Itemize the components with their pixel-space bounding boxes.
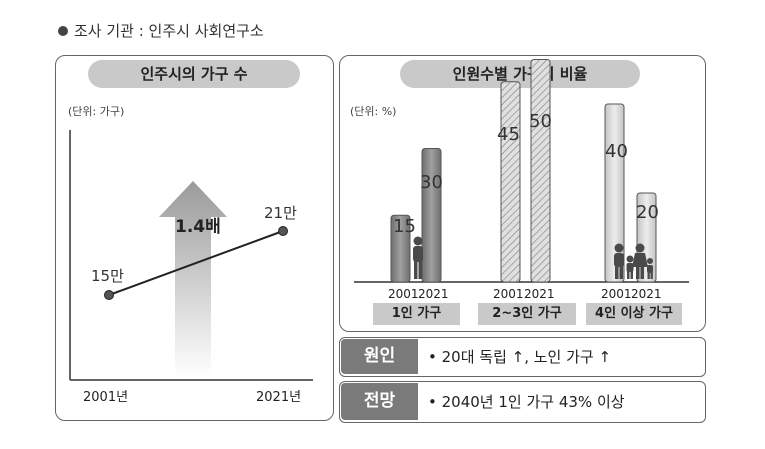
year-label-1p-2021: 2021 [418,287,449,301]
bar-2~3인 가구-2021 [530,59,551,283]
household-count-unit: (단위: 가구) [68,105,125,118]
household-ratio-title: 인원수별 가구의 비율 [400,60,640,88]
cause-text: • 20대 독립 ↑, 노인 가구 ↑ [428,348,612,366]
year-label-23p-2021: 2021 [524,287,555,301]
bar-2~3인 가구-2001 [500,81,521,283]
household-ratio-unit: (단위: %) [350,105,397,118]
year-label-4p-2001: 2001 [601,287,632,301]
household-count-title: 인주시의 가구 수 [88,60,300,88]
year-label-1p-2001: 2001 [388,287,419,301]
bar-value-23p-2001: 45 [497,124,520,145]
bar-value-23p-2021: 50 [529,111,552,132]
bullet-icon [58,25,68,36]
growth-label: 1.4배 [175,217,221,237]
x-label-2021: 2021년 [256,390,302,405]
single-person-icon [413,236,423,279]
household-trend-line [108,230,284,296]
group-label-1person: 1인 가구 [373,303,460,325]
household-point-2021년 [278,226,288,236]
growth-arrow [159,181,227,377]
bar-value-4p-2021: 20 [636,202,659,223]
family-icon [614,243,653,279]
bar-1인 가구-2001 [390,214,411,283]
year-label-4p-2021: 2021 [631,287,662,301]
bar-value-1p-2021: 30 [420,172,443,193]
x-label-2001: 2001년 [83,390,129,405]
survey-source-text: 조사 기관 : 인주시 사회연구소 [74,22,264,40]
group-label-2to3person: 2~3인 가구 [478,303,576,325]
bar-value-1p-2001: 15 [393,216,416,237]
bar-value-4p-2001: 40 [605,141,628,162]
group-label-4plus: 4인 이상 가구 [586,303,682,325]
cause-heading: 원인 [341,339,418,374]
household-ratio-chart [354,59,689,283]
year-label-23p-2001: 2001 [493,287,524,301]
bar-4인 이상 가구-2001 [604,103,625,283]
outlook-text: • 2040년 1인 가구 43% 이상 [428,393,625,411]
survey-source: 조사 기관 : 인주시 사회연구소 [58,20,264,41]
point-label-2001: 15만 [91,267,124,285]
household-count-chart [69,130,313,381]
outlook-heading: 전망 [341,383,418,420]
bar-1인 가구-2021 [421,148,442,283]
point-label-2021: 21만 [264,204,297,222]
household-point-2001년 [104,290,114,300]
